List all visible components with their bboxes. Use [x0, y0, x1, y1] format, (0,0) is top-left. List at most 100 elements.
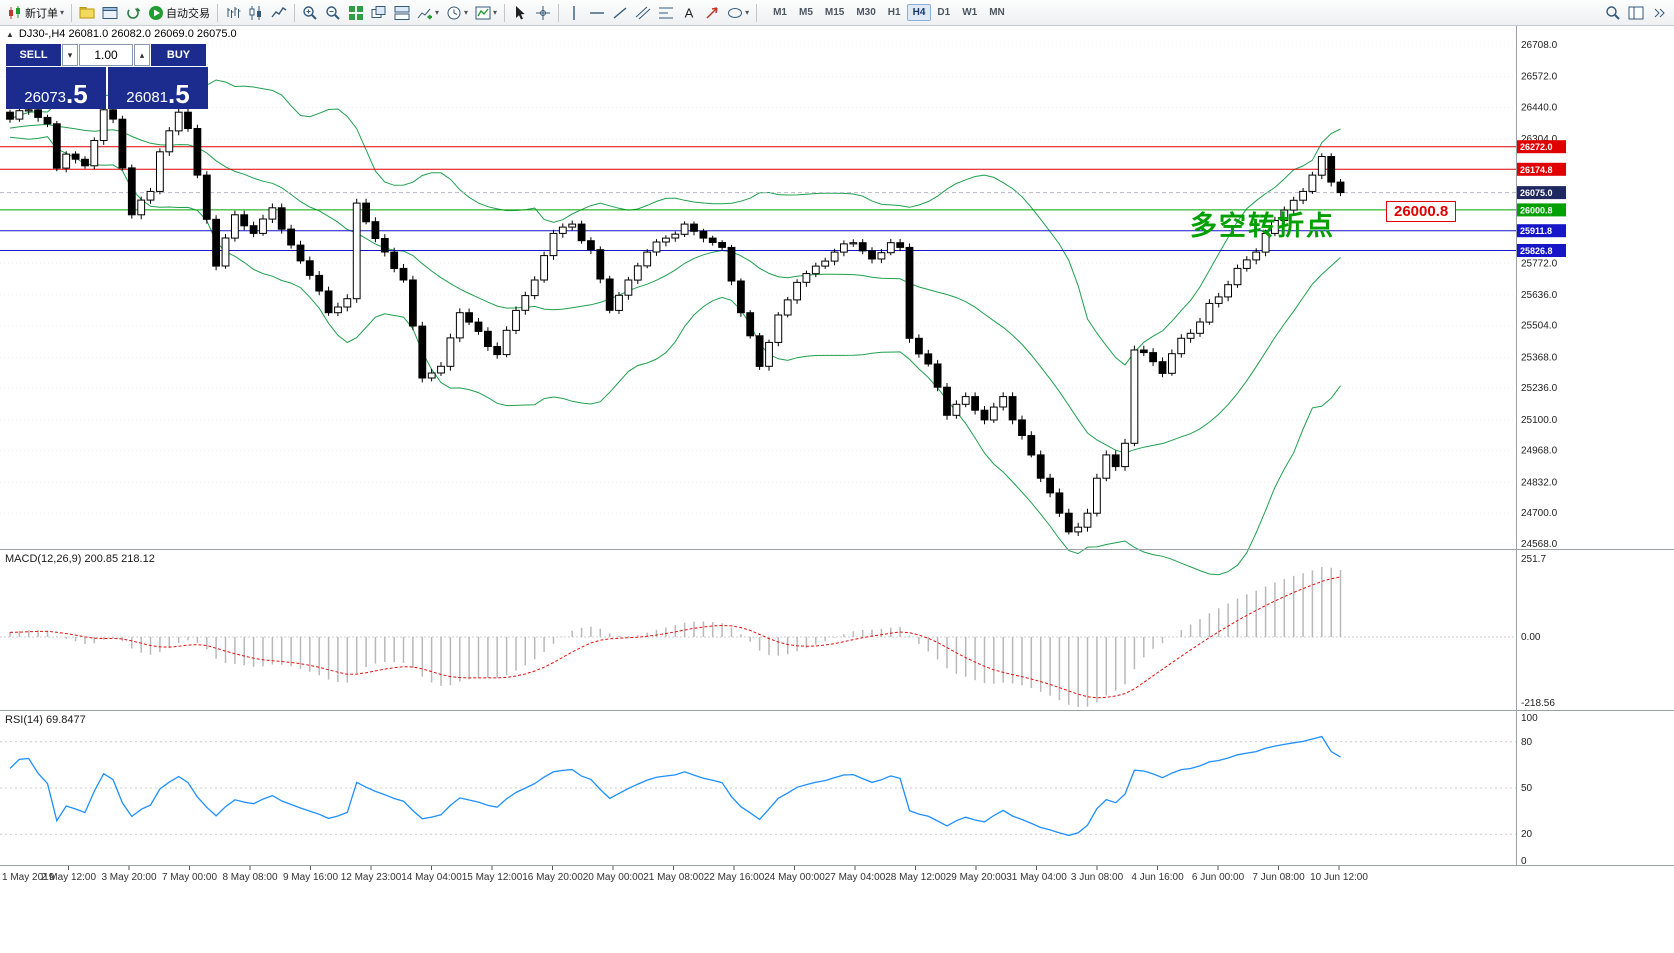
- svg-text:31 May 04:00: 31 May 04:00: [1006, 872, 1067, 883]
- svg-text:25368.0: 25368.0: [1521, 353, 1558, 364]
- channel-icon: [635, 6, 651, 19]
- svg-text:26304.0: 26304.0: [1521, 134, 1558, 145]
- svg-text:28 May 12:00: 28 May 12:00: [885, 872, 946, 883]
- symbol-ohlc-text: DJ30-,H4 26081.0 26082.0 26069.0 26075.0: [18, 28, 237, 40]
- collapse-arrow-icon[interactable]: ▲: [6, 29, 14, 39]
- timeframe-m30[interactable]: M30: [856, 7, 876, 18]
- toolbar: 新订单 ▾ 自动交易 ▾ ▾ ▾ A ▾ M1 M5 M15 M30 H1 H4 D1 W1 MN: [0, 0, 1674, 26]
- new-chart-button[interactable]: ▾: [414, 3, 442, 23]
- crosshair-button[interactable]: [532, 3, 554, 23]
- volume-decrease-button[interactable]: ▾: [62, 44, 78, 66]
- search-button[interactable]: [1602, 3, 1624, 23]
- bar-chart-button[interactable]: [222, 3, 244, 23]
- buy-price-button[interactable]: 26081.5: [108, 67, 208, 109]
- tile-icon: [349, 5, 364, 20]
- sell-price-main: 26073: [24, 89, 67, 106]
- bollinger-bands: [9, 79, 1341, 576]
- svg-text:-218.56: -218.56: [1521, 698, 1555, 709]
- trendline-button[interactable]: [609, 3, 631, 23]
- svg-text:25772.0: 25772.0: [1521, 258, 1558, 269]
- strategy-tester-button[interactable]: [122, 3, 144, 23]
- terminal-icon: [102, 6, 118, 19]
- cascade-windows-button[interactable]: [368, 3, 390, 23]
- svg-text:27 May 04:00: 27 May 04:00: [825, 872, 886, 883]
- vertical-line-button[interactable]: [563, 3, 585, 23]
- fibo-icon: [659, 7, 674, 18]
- timeframe-d1[interactable]: D1: [937, 7, 951, 18]
- svg-text:26708.0: 26708.0: [1521, 40, 1558, 51]
- horizontal-line-button[interactable]: [586, 3, 608, 23]
- timeframe-h4[interactable]: H4: [906, 4, 932, 21]
- svg-text:24832.0: 24832.0: [1521, 477, 1558, 488]
- fibonacci-button[interactable]: [655, 3, 677, 23]
- svg-text:26000.8: 26000.8: [1520, 205, 1553, 215]
- cursor-button[interactable]: [509, 3, 531, 23]
- timeframe-w1[interactable]: W1: [962, 7, 978, 18]
- cascade-icon: [371, 5, 386, 18]
- svg-text:21 May 08:00: 21 May 08:00: [643, 872, 704, 883]
- svg-text:A: A: [685, 5, 694, 20]
- rsi-indicator-label: RSI(14) 69.8477: [5, 714, 86, 726]
- svg-text:26075.0: 26075.0: [1520, 188, 1553, 198]
- svg-text:50: 50: [1521, 783, 1533, 794]
- timeframe-m15[interactable]: M15: [824, 7, 845, 18]
- crosshair-icon: [536, 5, 551, 20]
- window-layout-button[interactable]: [1625, 3, 1647, 23]
- svg-text:25236.0: 25236.0: [1521, 383, 1558, 394]
- toolbar-separator: [217, 3, 219, 22]
- period-button[interactable]: ▾: [443, 3, 471, 23]
- trendline-icon: [613, 6, 627, 19]
- timeframe-h1[interactable]: H1: [887, 7, 901, 18]
- buy-button[interactable]: BUY: [151, 44, 206, 66]
- arrow-tool-button[interactable]: [701, 3, 723, 23]
- timeframe-m1[interactable]: M1: [773, 7, 787, 18]
- new-order-button[interactable]: 新订单 ▾: [4, 3, 67, 23]
- svg-text:24968.0: 24968.0: [1521, 446, 1558, 457]
- line-chart-button[interactable]: [268, 3, 290, 23]
- volume-increase-button[interactable]: ▴: [134, 44, 150, 66]
- indicator-icon: [475, 6, 491, 19]
- terminal-button[interactable]: [99, 3, 121, 23]
- timeframe-mn[interactable]: MN: [989, 7, 1005, 18]
- shapes-button[interactable]: ▾: [724, 3, 752, 23]
- autotrading-button[interactable]: 自动交易: [145, 3, 213, 23]
- price-note[interactable]: 26000.8: [1386, 201, 1457, 222]
- tile-windows-button[interactable]: [345, 3, 367, 23]
- volume-input[interactable]: [79, 44, 133, 66]
- zoom-out-icon: [326, 5, 340, 20]
- sell-price-fraction: .5: [66, 79, 88, 109]
- svg-text:24 May 00:00: 24 May 00:00: [764, 872, 825, 883]
- svg-text:80: 80: [1521, 737, 1533, 748]
- sell-price-button[interactable]: 26073.5: [6, 67, 106, 109]
- svg-text:22 May 16:00: 22 May 16:00: [704, 872, 765, 883]
- chart-canvas[interactable]: 26708.0 26572.0 26440.0 26304.0 25772.0 25636…: [0, 26, 1674, 952]
- arrow-label-icon: [706, 6, 718, 19]
- zoom-in-button[interactable]: [299, 3, 321, 23]
- macd-indicator-label: MACD(12,26,9) 200.85 218.12: [5, 553, 155, 565]
- toolbar-overflow-button[interactable]: [1648, 3, 1670, 23]
- timeframe-m5[interactable]: M5: [798, 7, 813, 18]
- sell-button[interactable]: SELL: [6, 44, 61, 66]
- svg-text:26572.0: 26572.0: [1521, 72, 1558, 83]
- svg-text:25636.0: 25636.0: [1521, 290, 1558, 301]
- zoom-in-icon: [303, 5, 317, 20]
- indicators-button[interactable]: ▾: [472, 3, 500, 23]
- chart-window: 26708.0 26572.0 26440.0 26304.0 25772.0 25636…: [0, 26, 1674, 952]
- channel-button[interactable]: [632, 3, 654, 23]
- svg-text:25100.0: 25100.0: [1521, 415, 1558, 426]
- svg-text:251.7: 251.7: [1521, 554, 1546, 565]
- new-order-icon: [9, 5, 20, 19]
- svg-text:25911.8: 25911.8: [1520, 226, 1552, 236]
- svg-text:3 Jun 08:00: 3 Jun 08:00: [1071, 872, 1124, 883]
- trend-annotation[interactable]: 多空转折点: [1190, 211, 1335, 241]
- text-tool-button[interactable]: A: [678, 3, 700, 23]
- chart-plus-icon: [417, 8, 433, 19]
- svg-text:0: 0: [1521, 856, 1527, 867]
- svg-text:25826.8: 25826.8: [1520, 246, 1553, 256]
- buy-price-main: 26081: [126, 89, 169, 106]
- profiles-button[interactable]: [76, 3, 98, 23]
- candle-chart-button[interactable]: [245, 3, 267, 23]
- arrange-windows-button[interactable]: [391, 3, 413, 23]
- zoom-out-button[interactable]: [322, 3, 344, 23]
- svg-text:14 May 04:00: 14 May 04:00: [401, 872, 462, 883]
